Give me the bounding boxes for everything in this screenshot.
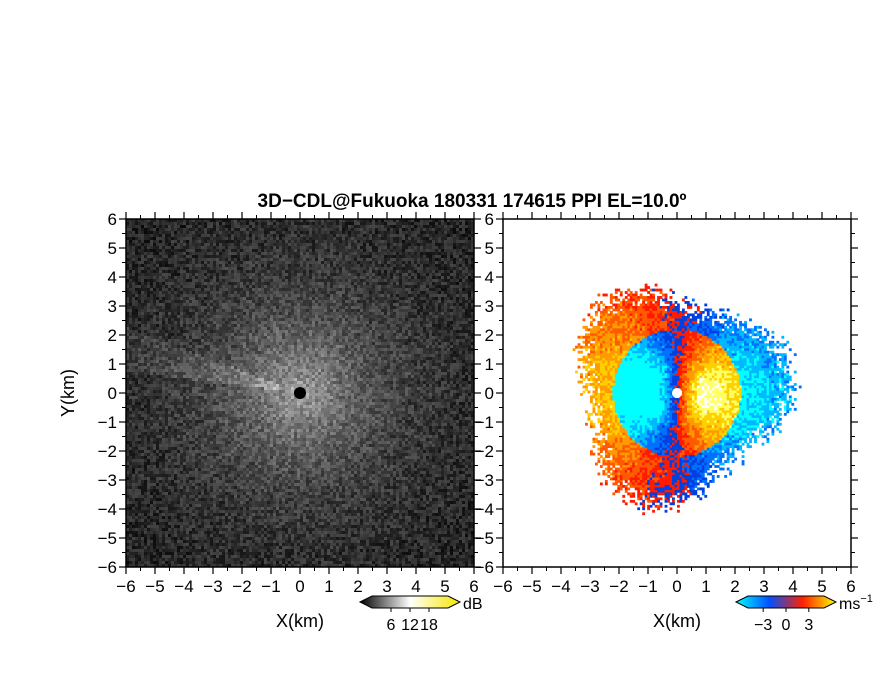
colorbar-bar	[734, 595, 838, 609]
x-tick-label: 5	[817, 577, 826, 596]
y-tick-label: 0	[485, 384, 494, 403]
y-axis-title: Y(km)	[58, 369, 78, 417]
colorbar-bar	[358, 595, 462, 609]
reflectivity-panel	[126, 219, 475, 568]
y-tick-label: −4	[475, 500, 494, 519]
reflectivity-axes: −6 −5 −4 −3 −2 −1 0 1 2 3 4 5 66543210−1−2−3−4−5−6X(…	[58, 210, 481, 631]
y-tick-label: 2	[485, 326, 494, 345]
y-tick-label: 6	[485, 210, 494, 229]
x-tick-label: −6	[493, 577, 512, 596]
reflectivity-colorbar: 6 12 18 dB	[358, 595, 483, 634]
x-tick-label: 0	[672, 577, 681, 596]
y-tick-label: 1	[485, 355, 494, 374]
chart-title: 3D−CDL@Fukuoka 180331 174615 PPI EL=10.0…	[258, 191, 687, 212]
colorbar-tick-label: 18	[420, 617, 438, 634]
y-tick-label: 4	[485, 268, 494, 287]
x-tick-label: −4	[174, 577, 193, 596]
y-tick-label: −4	[98, 500, 117, 519]
x-axis-title: X(km)	[276, 611, 324, 631]
y-tick-label: 2	[108, 326, 117, 345]
y-tick-label: −5	[475, 529, 494, 548]
y-tick-label: 5	[485, 239, 494, 258]
y-tick-label: −2	[475, 442, 494, 461]
velocity-axes: −6 −5 −4 −3 −2 −1 0 1 2 3 4 5 6 6 5 4 3 2 1 0 −1 −2 −3 −4 −5 −6 X(…	[475, 210, 858, 631]
colorbar-tick-label: 12	[401, 617, 419, 634]
colorbar-tick-label: −3	[754, 617, 772, 634]
colorbar-tick-label: 0	[782, 617, 791, 634]
y-tick-label: −2	[98, 442, 117, 461]
x-tick-label: 4	[411, 577, 420, 596]
x-tick-label: −4	[551, 577, 570, 596]
x-tick-label: 2	[730, 577, 739, 596]
x-tick-label: 2	[353, 577, 362, 596]
reflectivity-cells	[126, 219, 475, 568]
radar-center-marker	[672, 388, 682, 398]
x-tick-label: 6	[469, 577, 478, 596]
y-tick-label: −1	[475, 413, 494, 432]
x-tick-label: −5	[522, 577, 541, 596]
velocity-colorbar: −3 0 3 ms−1	[734, 593, 873, 634]
x-tick-label: 6	[846, 577, 855, 596]
velocity-panel	[503, 219, 851, 567]
x-tick-label: −2	[609, 577, 628, 596]
radar-center-marker	[294, 387, 306, 399]
colorbar-unit-superscript: −1	[860, 593, 873, 605]
y-tick-label: 6	[108, 210, 117, 229]
colorbar-unit: dB	[463, 596, 483, 613]
x-tick-label: −3	[203, 577, 222, 596]
x-axis-title: X(km)	[653, 611, 701, 631]
y-tick-label: 3	[485, 297, 494, 316]
velocity-cells	[572, 283, 802, 516]
y-tick-label: 1	[108, 355, 117, 374]
colorbar-unit: ms−1	[839, 593, 873, 613]
y-tick-label: −3	[98, 471, 117, 490]
x-tick-label: 3	[382, 577, 391, 596]
y-tick-label: −6	[98, 558, 117, 577]
y-tick-label: −1	[98, 413, 117, 432]
x-tick-label: 4	[788, 577, 797, 596]
y-tick-label: −5	[98, 529, 117, 548]
x-tick-label: 0	[295, 577, 304, 596]
x-tick-label: 1	[324, 577, 333, 596]
colorbar-tick-label: 6	[387, 617, 396, 634]
x-tick-label: −6	[116, 577, 135, 596]
colorbar-tick-label: 3	[804, 617, 813, 634]
y-tick-label: −6	[475, 558, 494, 577]
y-tick-label: 4	[108, 268, 117, 287]
x-tick-label: 1	[701, 577, 710, 596]
x-tick-label: 5	[440, 577, 449, 596]
x-tick-label: −2	[232, 577, 251, 596]
x-tick-label: −1	[261, 577, 280, 596]
x-tick-label: 3	[759, 577, 768, 596]
y-tick-label: −3	[475, 471, 494, 490]
x-tick-label: −1	[638, 577, 657, 596]
x-tick-label: −3	[580, 577, 599, 596]
x-tick-label: −5	[145, 577, 164, 596]
y-tick-label: 0	[108, 384, 117, 403]
y-tick-label: 3	[108, 297, 117, 316]
y-tick-label: 5	[108, 239, 117, 258]
